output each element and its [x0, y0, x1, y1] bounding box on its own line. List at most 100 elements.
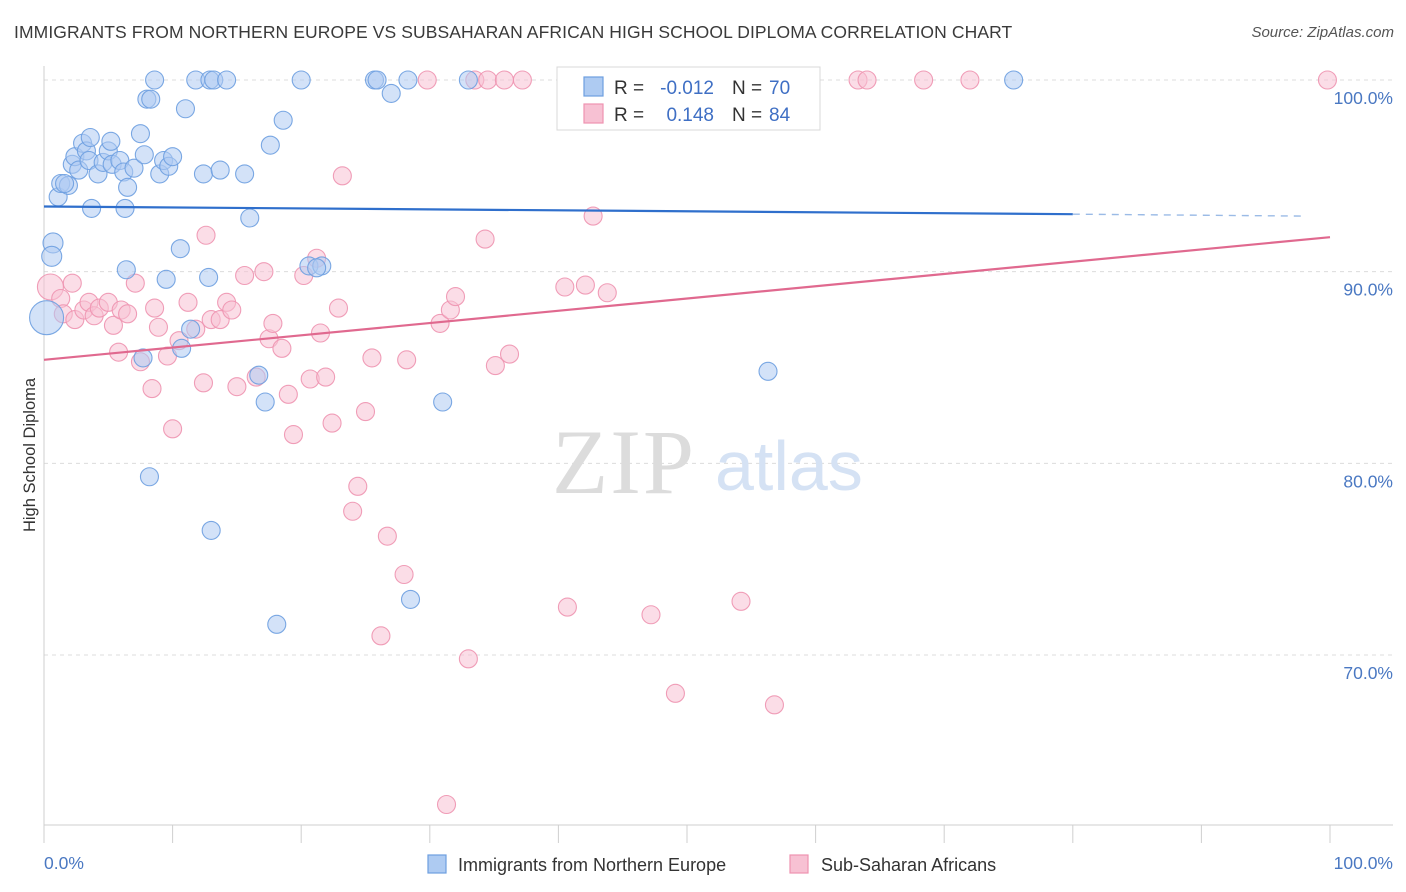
data-point — [960, 70, 980, 90]
legend-n-value-pink: 84 — [769, 105, 791, 126]
source-credit[interactable]: Source: ZipAtlas.com — [1251, 24, 1394, 41]
x-tick-labels: 0.0% 100.0% — [44, 853, 1393, 873]
y-tick-label: 80.0% — [1343, 471, 1393, 491]
data-point — [134, 145, 154, 165]
y-tick-label: 100.0% — [1334, 88, 1393, 108]
data-point — [196, 225, 216, 245]
data-point — [163, 419, 183, 439]
data-point — [217, 70, 237, 90]
data-point — [597, 283, 617, 303]
data-point — [118, 304, 138, 324]
watermark-zip: ZIP — [552, 411, 696, 513]
data-point — [118, 177, 138, 197]
data-point — [267, 614, 287, 634]
data-point — [55, 173, 75, 194]
legend-swatch-blue — [583, 76, 604, 97]
data-point — [436, 794, 457, 815]
data-point — [263, 313, 283, 333]
data-point — [273, 110, 293, 130]
data-point — [348, 476, 368, 496]
series-sub-saharan-africans — [36, 70, 1337, 815]
data-point — [316, 367, 336, 387]
data-point — [240, 208, 260, 228]
data-point — [235, 265, 255, 286]
data-point — [283, 425, 304, 445]
data-point — [291, 70, 311, 90]
data-point — [254, 262, 274, 282]
trend-line-pink — [43, 236, 1331, 361]
data-point — [227, 377, 247, 397]
y-tick-labels: 100.0% 90.0% 80.0% 70.0% — [1334, 88, 1393, 683]
data-point — [557, 597, 577, 617]
data-point — [499, 344, 520, 364]
data-point — [175, 99, 196, 119]
data-point — [665, 683, 685, 703]
trend-lines — [43, 205, 1331, 361]
data-point — [222, 300, 242, 320]
legend-n-value-blue: 70 — [769, 78, 790, 99]
legend-n-label-pink: N = — [732, 105, 762, 126]
data-point — [371, 626, 391, 646]
data-point — [115, 198, 135, 218]
data-point — [575, 275, 595, 295]
y-tick-label: 70.0% — [1343, 663, 1393, 683]
data-point — [125, 273, 145, 293]
data-point — [355, 402, 376, 422]
data-point — [731, 591, 751, 611]
zipatlas-watermark: ZIP atlas — [552, 411, 863, 513]
data-point — [1317, 70, 1337, 90]
data-point — [178, 292, 198, 312]
legend-r-value-pink: 0.148 — [666, 105, 714, 126]
data-point — [328, 298, 349, 318]
watermark-atlas: atlas — [715, 427, 863, 505]
data-point — [343, 501, 363, 521]
data-point — [272, 338, 292, 358]
series-legend-label-pink[interactable]: Sub-Saharan Africans — [821, 855, 996, 875]
data-point — [80, 127, 100, 148]
series-legend-swatch-pink[interactable] — [789, 854, 809, 874]
x-tick-label-min: 0.0% — [44, 853, 84, 873]
data-point — [512, 70, 532, 90]
data-point — [478, 70, 498, 90]
data-point — [307, 258, 327, 278]
data-point — [193, 373, 214, 393]
data-point — [142, 379, 162, 399]
data-point — [397, 350, 417, 370]
data-point — [62, 273, 82, 293]
legend-r-label-blue: R = — [614, 78, 644, 99]
data-point — [394, 564, 414, 585]
series-legend-swatch-blue[interactable] — [427, 854, 447, 874]
data-point — [458, 70, 478, 90]
data-point — [133, 348, 153, 368]
data-point — [210, 160, 230, 180]
legend-n-label-blue: N = — [732, 78, 762, 99]
data-point — [400, 589, 421, 609]
data-point — [322, 413, 342, 433]
data-point — [362, 348, 382, 368]
series-legend-label-blue[interactable]: Immigrants from Northern Europe — [458, 855, 726, 875]
data-point — [260, 135, 280, 155]
data-point — [201, 520, 221, 540]
data-point — [193, 164, 214, 184]
data-point — [163, 147, 183, 167]
axes — [43, 66, 1393, 843]
data-point — [914, 70, 934, 90]
data-point — [475, 229, 495, 249]
data-point — [116, 260, 136, 280]
chart-title: IMMIGRANTS FROM NORTHERN EUROPE VS SUBSA… — [14, 22, 1013, 42]
data-point — [145, 70, 165, 90]
y-tick-label: 90.0% — [1343, 280, 1393, 300]
legend-r-label-pink: R = — [614, 105, 644, 126]
data-point — [367, 70, 387, 90]
data-point — [555, 277, 575, 297]
data-point — [141, 89, 161, 109]
data-point — [255, 392, 275, 412]
legend-r-value-blue: -0.012 — [660, 78, 714, 99]
data-point — [145, 298, 165, 318]
data-point — [41, 245, 63, 267]
data-point — [398, 70, 418, 90]
trend-line-blue — [43, 205, 1073, 216]
data-point — [124, 158, 144, 178]
data-point — [181, 319, 201, 339]
data-point — [641, 605, 661, 625]
